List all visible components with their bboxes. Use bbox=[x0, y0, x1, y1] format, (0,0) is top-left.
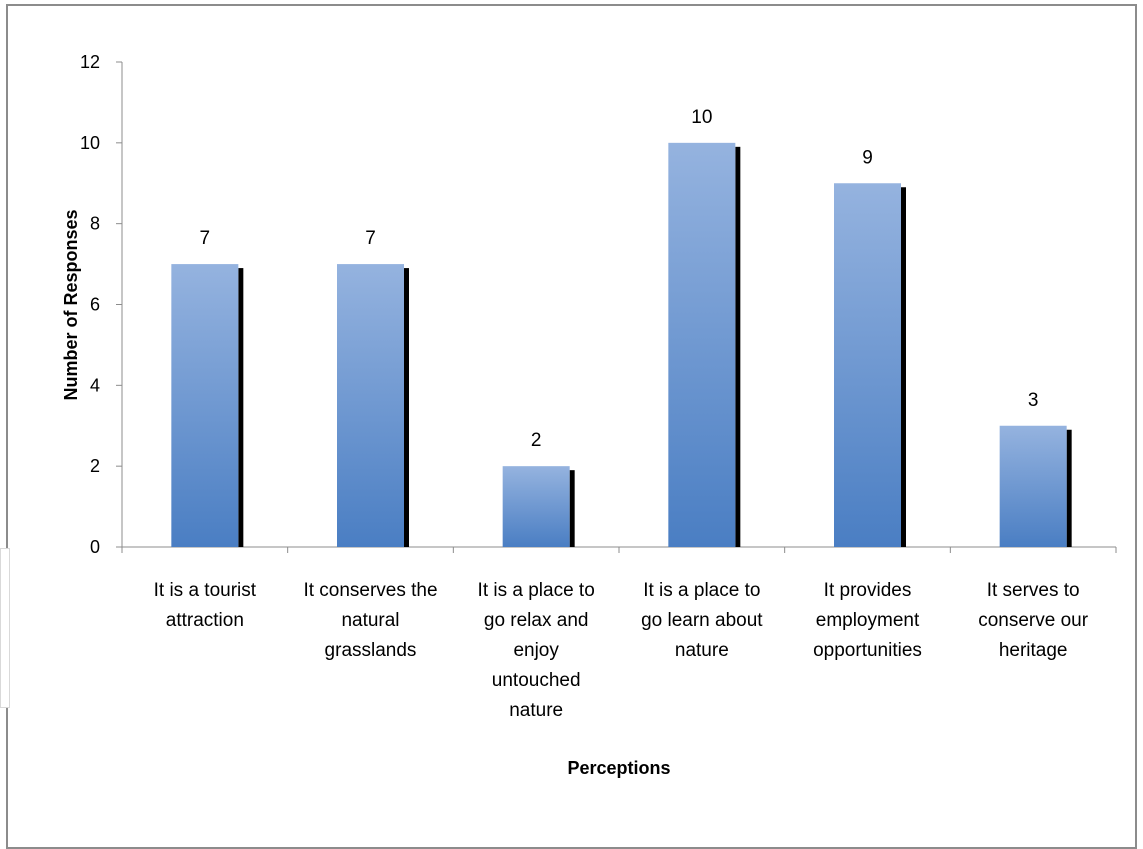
category-label: It is a place to go learn about nature bbox=[641, 580, 763, 661]
y-tick-label: 4 bbox=[90, 375, 100, 395]
category-label-line: It is a place to bbox=[478, 580, 595, 601]
side-tab bbox=[0, 548, 10, 708]
category-label-line: It is a tourist bbox=[154, 580, 257, 601]
data-label: 3 bbox=[1028, 390, 1039, 411]
category-label: It is a tourist attraction bbox=[154, 580, 257, 631]
category-label-line: It serves to bbox=[987, 580, 1080, 601]
x-axis-title: Perceptions bbox=[567, 758, 670, 778]
y-tick-label: 10 bbox=[80, 133, 100, 153]
data-label: 7 bbox=[200, 228, 211, 249]
bar-shadow bbox=[901, 187, 906, 547]
y-axis-title: Number of Responses bbox=[61, 209, 81, 400]
y-tick-label: 0 bbox=[90, 537, 100, 557]
bar bbox=[171, 264, 239, 547]
category-label-line: opportunities bbox=[813, 640, 922, 661]
data-label: 10 bbox=[691, 107, 712, 128]
bar bbox=[668, 142, 736, 548]
category-label: It conserves the natural grasslands bbox=[303, 580, 437, 661]
y-tick-label: 6 bbox=[90, 295, 100, 315]
y-tick-label: 8 bbox=[90, 214, 100, 234]
category-label-line: conserve our bbox=[978, 610, 1089, 631]
bar bbox=[502, 466, 570, 547]
bar bbox=[834, 183, 901, 547]
category-label-line: It conserves the bbox=[303, 580, 437, 601]
category-label: It provides employment opportunities bbox=[813, 580, 922, 661]
category-label-line: untouched bbox=[492, 670, 581, 691]
category-label-line: enjoy bbox=[513, 640, 559, 661]
category-label-line: go learn about bbox=[641, 610, 763, 631]
data-label: 7 bbox=[365, 228, 376, 249]
bar-shadow bbox=[404, 268, 409, 547]
bar bbox=[337, 264, 404, 547]
category-label-line: nature bbox=[675, 640, 729, 661]
y-tick-label: 12 bbox=[80, 52, 100, 72]
bar-shadow bbox=[238, 268, 244, 547]
bar-shadow bbox=[735, 146, 741, 548]
category-label-line: attraction bbox=[166, 610, 244, 631]
data-label: 2 bbox=[531, 430, 542, 451]
data-label: 9 bbox=[862, 147, 873, 168]
category-label-line: employment bbox=[816, 610, 920, 631]
bar-shadow bbox=[569, 470, 575, 547]
bar-shadow bbox=[1066, 429, 1072, 547]
category-label-line: grasslands bbox=[325, 640, 417, 661]
category-label-line: natural bbox=[341, 610, 399, 631]
category-label-line: nature bbox=[509, 700, 563, 721]
category-label: It is a place to go relax and enjoy untouch… bbox=[478, 580, 595, 721]
bar bbox=[999, 425, 1067, 547]
category-label-line: It provides bbox=[824, 580, 912, 601]
category-label: It serves to conserve our heritage bbox=[978, 580, 1089, 661]
category-label-line: go relax and bbox=[484, 610, 589, 631]
category-label-line: It is a place to bbox=[643, 580, 760, 601]
y-tick-label: 2 bbox=[90, 456, 100, 476]
category-label-line: heritage bbox=[999, 640, 1068, 661]
